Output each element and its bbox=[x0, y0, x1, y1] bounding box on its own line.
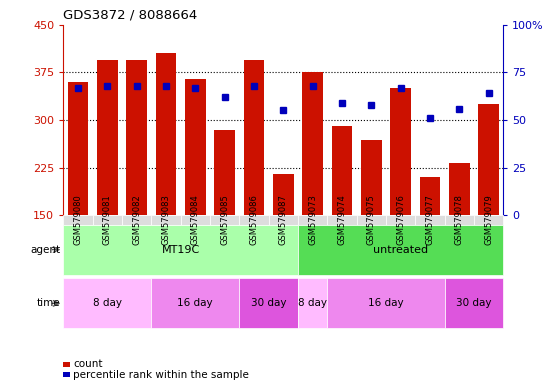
Bar bbox=[361, 140, 382, 215]
Text: GSM579079: GSM579079 bbox=[484, 194, 493, 245]
Text: untreated: untreated bbox=[373, 245, 428, 255]
Text: time: time bbox=[37, 298, 60, 308]
Text: GSM579080: GSM579080 bbox=[73, 194, 82, 245]
Text: GSM579081: GSM579081 bbox=[103, 194, 112, 245]
Bar bbox=[185, 79, 206, 215]
Text: GSM579078: GSM579078 bbox=[455, 194, 464, 245]
Bar bbox=[244, 60, 264, 215]
Bar bbox=[302, 73, 323, 215]
Text: 16 day: 16 day bbox=[178, 298, 213, 308]
Text: 30 day: 30 day bbox=[456, 298, 492, 308]
Text: MT19C: MT19C bbox=[162, 245, 200, 255]
Text: GSM579086: GSM579086 bbox=[249, 194, 258, 245]
Text: GSM579073: GSM579073 bbox=[308, 194, 317, 245]
Text: GSM579085: GSM579085 bbox=[220, 194, 229, 245]
Bar bbox=[68, 82, 88, 215]
Text: agent: agent bbox=[30, 245, 60, 255]
Text: 30 day: 30 day bbox=[251, 298, 287, 308]
Text: GSM579075: GSM579075 bbox=[367, 194, 376, 245]
Text: GSM579084: GSM579084 bbox=[191, 194, 200, 245]
Text: GSM579082: GSM579082 bbox=[132, 194, 141, 245]
Text: GSM579077: GSM579077 bbox=[425, 194, 435, 245]
Text: 16 day: 16 day bbox=[368, 298, 404, 308]
Text: GSM579083: GSM579083 bbox=[161, 194, 170, 245]
Bar bbox=[273, 174, 294, 215]
Bar bbox=[126, 60, 147, 215]
Bar bbox=[449, 163, 470, 215]
Bar bbox=[332, 126, 352, 215]
Text: GSM579087: GSM579087 bbox=[279, 194, 288, 245]
Bar bbox=[156, 53, 176, 215]
Bar bbox=[390, 88, 411, 215]
Text: GSM579074: GSM579074 bbox=[337, 194, 346, 245]
Text: GSM579076: GSM579076 bbox=[396, 194, 405, 245]
Bar bbox=[420, 177, 440, 215]
Text: count: count bbox=[73, 359, 102, 369]
Text: GDS3872 / 8088664: GDS3872 / 8088664 bbox=[63, 8, 197, 21]
Bar bbox=[214, 129, 235, 215]
Text: percentile rank within the sample: percentile rank within the sample bbox=[73, 370, 249, 380]
Bar bbox=[97, 60, 118, 215]
Text: 8 day: 8 day bbox=[298, 298, 327, 308]
Bar bbox=[478, 104, 499, 215]
Text: 8 day: 8 day bbox=[93, 298, 122, 308]
